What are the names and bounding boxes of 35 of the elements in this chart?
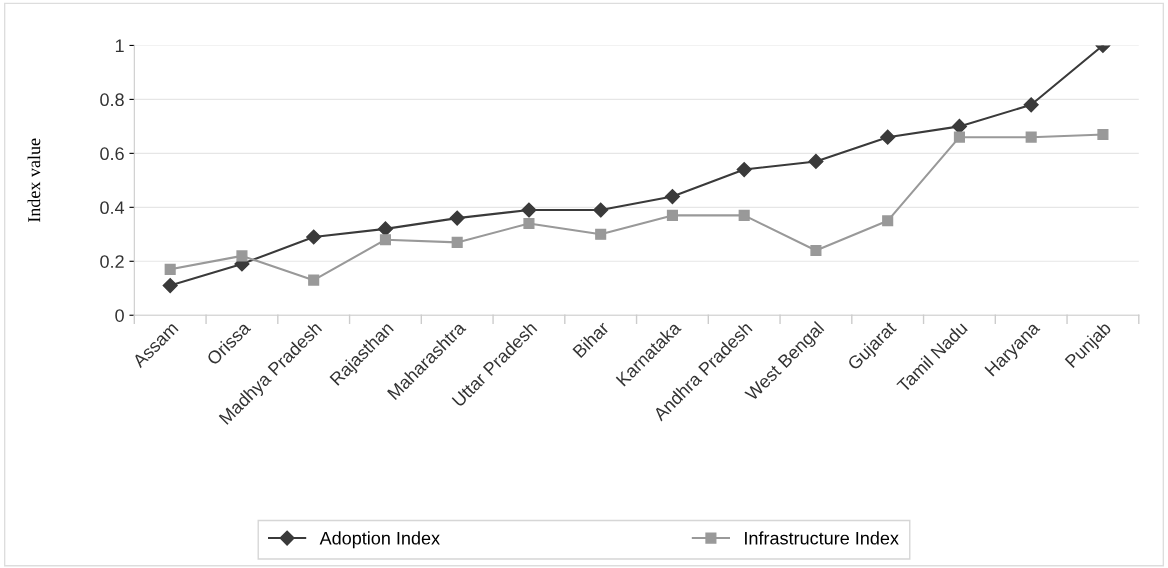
point <box>523 217 535 230</box>
y-axis-title: Index value <box>27 138 41 223</box>
y-tick-label: 0 <box>115 309 124 322</box>
point <box>1025 131 1037 143</box>
point <box>521 202 537 218</box>
point <box>951 118 967 134</box>
point <box>808 153 824 170</box>
point <box>882 215 894 227</box>
point <box>666 209 678 221</box>
point <box>664 188 681 205</box>
point <box>164 263 176 275</box>
point <box>738 209 750 221</box>
point <box>451 236 463 248</box>
point <box>953 131 965 143</box>
legend-label: Infrastructure Index <box>745 531 899 545</box>
y-tick-label: 0.6 <box>100 147 124 161</box>
point <box>236 250 248 262</box>
point <box>593 202 609 218</box>
point <box>1023 97 1039 113</box>
point <box>810 244 822 257</box>
point <box>449 210 465 226</box>
y-tick-label: 0.4 <box>100 201 125 215</box>
point <box>736 161 752 178</box>
point <box>377 221 394 237</box>
y-tick-label: 1 <box>115 39 124 52</box>
point <box>308 274 320 286</box>
point <box>306 229 322 245</box>
point <box>595 228 607 240</box>
point <box>1097 128 1109 141</box>
point <box>162 277 178 294</box>
point <box>379 234 391 246</box>
point <box>880 129 896 145</box>
y-tick-label: 0.8 <box>100 93 124 107</box>
y-tick-label: 0.2 <box>100 255 124 268</box>
legend-label: Adoption Index <box>319 531 440 549</box>
